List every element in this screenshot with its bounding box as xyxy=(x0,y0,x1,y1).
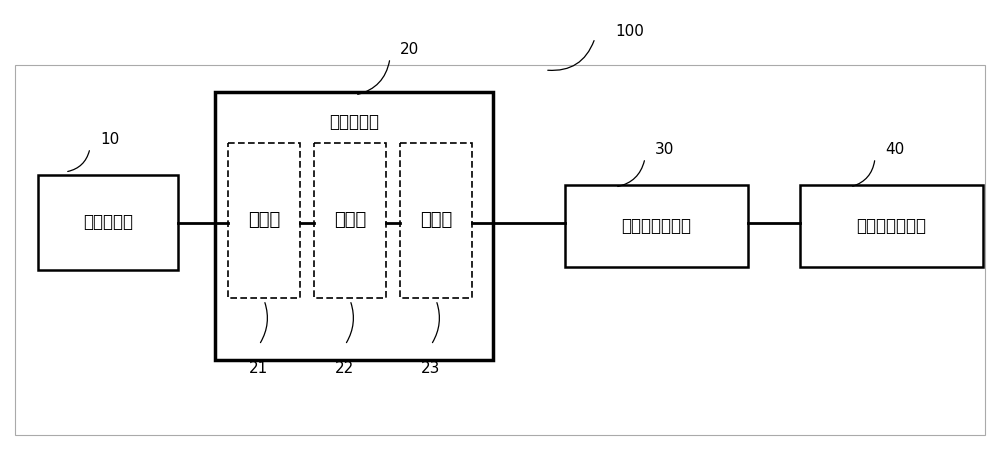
Text: 数据处理子系统: 数据处理子系统 xyxy=(856,217,926,235)
Text: 30: 30 xyxy=(655,143,674,158)
Text: 40: 40 xyxy=(885,143,904,158)
Text: 抛光子系统: 抛光子系统 xyxy=(329,113,379,131)
Text: 中和室: 中和室 xyxy=(334,212,366,230)
Bar xyxy=(38,175,178,270)
Text: 21: 21 xyxy=(249,361,269,376)
Bar xyxy=(314,143,386,298)
Text: 吹干室: 吹干室 xyxy=(420,212,452,230)
Text: 10: 10 xyxy=(100,132,119,148)
Text: 20: 20 xyxy=(400,42,419,58)
Text: 100: 100 xyxy=(615,24,644,40)
Bar xyxy=(215,92,493,360)
Text: 抛光子系统: 抛光子系统 xyxy=(83,213,133,231)
Text: 腹蚀室: 腹蚀室 xyxy=(248,212,280,230)
Text: 23: 23 xyxy=(421,361,441,376)
Text: 22: 22 xyxy=(335,361,355,376)
Bar xyxy=(15,65,985,435)
Text: 高清成像子系统: 高清成像子系统 xyxy=(622,217,692,235)
Bar xyxy=(400,143,472,298)
Bar xyxy=(565,185,748,267)
Bar xyxy=(800,185,983,267)
Bar xyxy=(228,143,300,298)
